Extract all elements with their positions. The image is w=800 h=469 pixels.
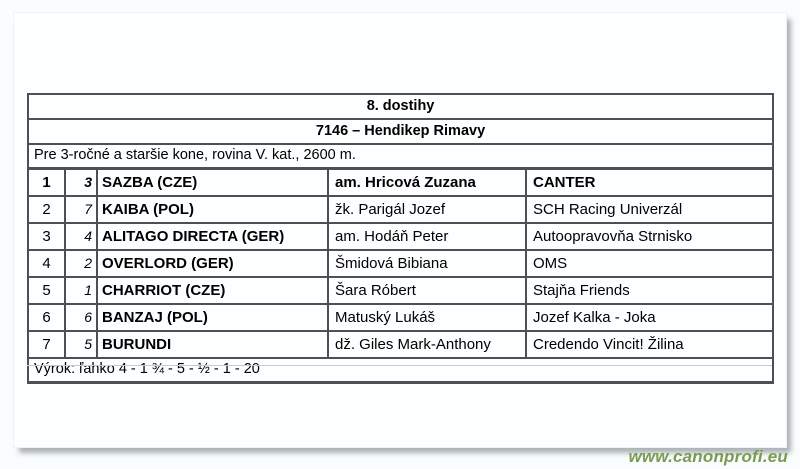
number-cell: 3 [64, 167, 98, 197]
number-cell: 1 [64, 276, 98, 305]
race-title-heading: 7146 – Hendikep Rimavy [26, 118, 775, 145]
race-number-row: 8. dostihy [26, 93, 775, 120]
owner-cell: Jozef Kalka - Joka [524, 303, 775, 332]
results-body: 1 3 SAZBA (CZE) am. Hricová Zuzana CANTE… [27, 167, 775, 359]
race-conditions-text: Pre 3-ročné a staršie kone, rovina V. ka… [26, 143, 775, 170]
verdict-text: Výrok: ľahko 4 - 1 ¾ - 5 - ½ - 1 - 20 [26, 357, 775, 384]
number-cell: 5 [64, 330, 98, 359]
table-shadow-line [27, 365, 772, 366]
jockey-cell: Matuský Lukáš [327, 303, 527, 332]
horse-cell: SAZBA (CZE) [96, 167, 329, 197]
results-page: 8. dostihy 7146 – Hendikep Rimavy Pre 3-… [13, 12, 787, 448]
number-cell: 4 [64, 222, 98, 251]
horse-cell: OVERLORD (GER) [96, 249, 329, 278]
place-cell: 6 [27, 303, 66, 332]
horse-cell: KAIBA (POL) [96, 195, 329, 224]
owner-cell: Stajňa Friends [524, 276, 775, 305]
horse-cell: BURUNDI [96, 330, 329, 359]
jockey-cell: dž. Giles Mark-Anthony [327, 330, 527, 359]
place-cell: 3 [27, 222, 66, 251]
table-row: 7 5 BURUNDI dž. Giles Mark-Anthony Crede… [27, 330, 775, 359]
number-cell: 6 [64, 303, 98, 332]
jockey-cell: žk. Parigál Jozef [327, 195, 527, 224]
watermark: www.canonprofi.eu [628, 447, 788, 466]
horse-cell: CHARRIOT (CZE) [96, 276, 329, 305]
jockey-cell: am. Hodáň Peter [327, 222, 527, 251]
owner-cell: CANTER [524, 167, 775, 197]
place-cell: 1 [27, 167, 66, 197]
verdict-row: Výrok: ľahko 4 - 1 ¾ - 5 - ½ - 1 - 20 [26, 357, 775, 384]
place-cell: 7 [27, 330, 66, 359]
race-number-heading: 8. dostihy [26, 93, 775, 120]
table-row: 3 4 ALITAGO DIRECTA (GER) am. Hodáň Pete… [27, 222, 775, 251]
owner-cell: SCH Racing Univerzál [524, 195, 775, 224]
number-cell: 2 [64, 249, 98, 278]
jockey-cell: Šara Róbert [327, 276, 527, 305]
owner-cell: Credendo Vincit! Žilina [524, 330, 775, 359]
owner-cell: Autoopravovňa Strnisko [524, 222, 775, 251]
table-row: 1 3 SAZBA (CZE) am. Hricová Zuzana CANTE… [27, 167, 775, 197]
number-cell: 7 [64, 195, 98, 224]
place-cell: 2 [27, 195, 66, 224]
table-row: 5 1 CHARRIOT (CZE) Šara Róbert Stajňa Fr… [27, 276, 775, 305]
table-row: 2 7 KAIBA (POL) žk. Parigál Jozef SCH Ra… [27, 195, 775, 224]
race-title-row: 7146 – Hendikep Rimavy [26, 118, 775, 145]
owner-cell: OMS [524, 249, 775, 278]
jockey-cell: am. Hricová Zuzana [327, 167, 527, 197]
table-row: 6 6 BANZAJ (POL) Matuský Lukáš Jozef Kal… [27, 303, 775, 332]
table-row: 4 2 OVERLORD (GER) Šmidová Bibiana OMS [27, 249, 775, 278]
race-results-table: 8. dostihy 7146 – Hendikep Rimavy Pre 3-… [26, 93, 775, 384]
jockey-cell: Šmidová Bibiana [327, 249, 527, 278]
horse-cell: ALITAGO DIRECTA (GER) [96, 222, 329, 251]
place-cell: 4 [27, 249, 66, 278]
place-cell: 5 [27, 276, 66, 305]
horse-cell: BANZAJ (POL) [96, 303, 329, 332]
race-conditions-row: Pre 3-ročné a staršie kone, rovina V. ka… [26, 143, 775, 170]
